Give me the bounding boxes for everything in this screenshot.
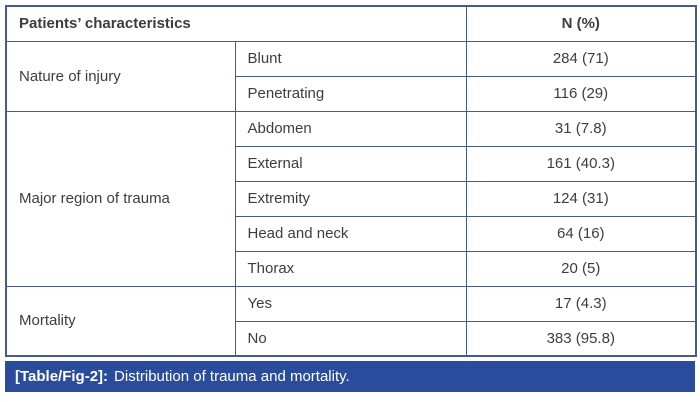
value-cell: 20 (5) — [465, 250, 697, 287]
table-header-row: Patients’ characteristics N (%) — [5, 5, 697, 42]
group-label-major-region-of-trauma: Major region of trauma — [5, 110, 236, 287]
category-cell: Thorax — [234, 250, 467, 287]
value-cell: 64 (16) — [465, 215, 697, 252]
group-label-nature-of-injury: Nature of injury — [5, 40, 236, 112]
category-cell: No — [234, 320, 467, 357]
category-cell: Abdomen — [234, 110, 467, 147]
value-cell: 161 (40.3) — [465, 145, 697, 182]
header-n-percent: N (%) — [465, 5, 697, 42]
value-cell: 284 (71) — [465, 40, 697, 77]
table-caption-bar: [Table/Fig-2]: Distribution of trauma an… — [5, 361, 695, 392]
table-row: Extremity 124 (31) — [6, 180, 697, 217]
table-row: Penetrating 116 (29) — [6, 75, 697, 112]
category-cell: Yes — [234, 285, 467, 322]
table-row: No 383 (95.8) — [6, 320, 697, 357]
group-label-mortality: Mortality — [5, 285, 236, 357]
category-cell: Extremity — [234, 180, 467, 217]
trauma-distribution-table: Patients’ characteristics N (%) Nature o… — [5, 5, 698, 357]
value-cell: 383 (95.8) — [465, 320, 697, 357]
table-row: Head and neck 64 (16) — [6, 215, 697, 252]
value-cell: 31 (7.8) — [465, 110, 697, 147]
category-cell: External — [234, 145, 467, 182]
category-cell: Penetrating — [234, 75, 467, 112]
table-row: Nature of injury Blunt 284 (71) — [5, 40, 697, 112]
value-cell: 116 (29) — [465, 75, 697, 112]
value-cell: 124 (31) — [465, 180, 697, 217]
category-cell: Head and neck — [234, 215, 467, 252]
value-cell: 17 (4.3) — [465, 285, 697, 322]
table-row: Mortality Yes 17 (4.3) — [5, 285, 697, 357]
table-row: Major region of trauma Abdomen 31 (7.8) — [5, 110, 697, 287]
category-cell: Blunt — [234, 40, 467, 77]
caption-tag: [Table/Fig-2]: — [15, 368, 109, 385]
table-row: Thorax 20 (5) — [6, 250, 697, 287]
caption-text: Distribution of trauma and mortality. — [114, 368, 350, 385]
header-characteristics: Patients’ characteristics — [5, 5, 467, 42]
